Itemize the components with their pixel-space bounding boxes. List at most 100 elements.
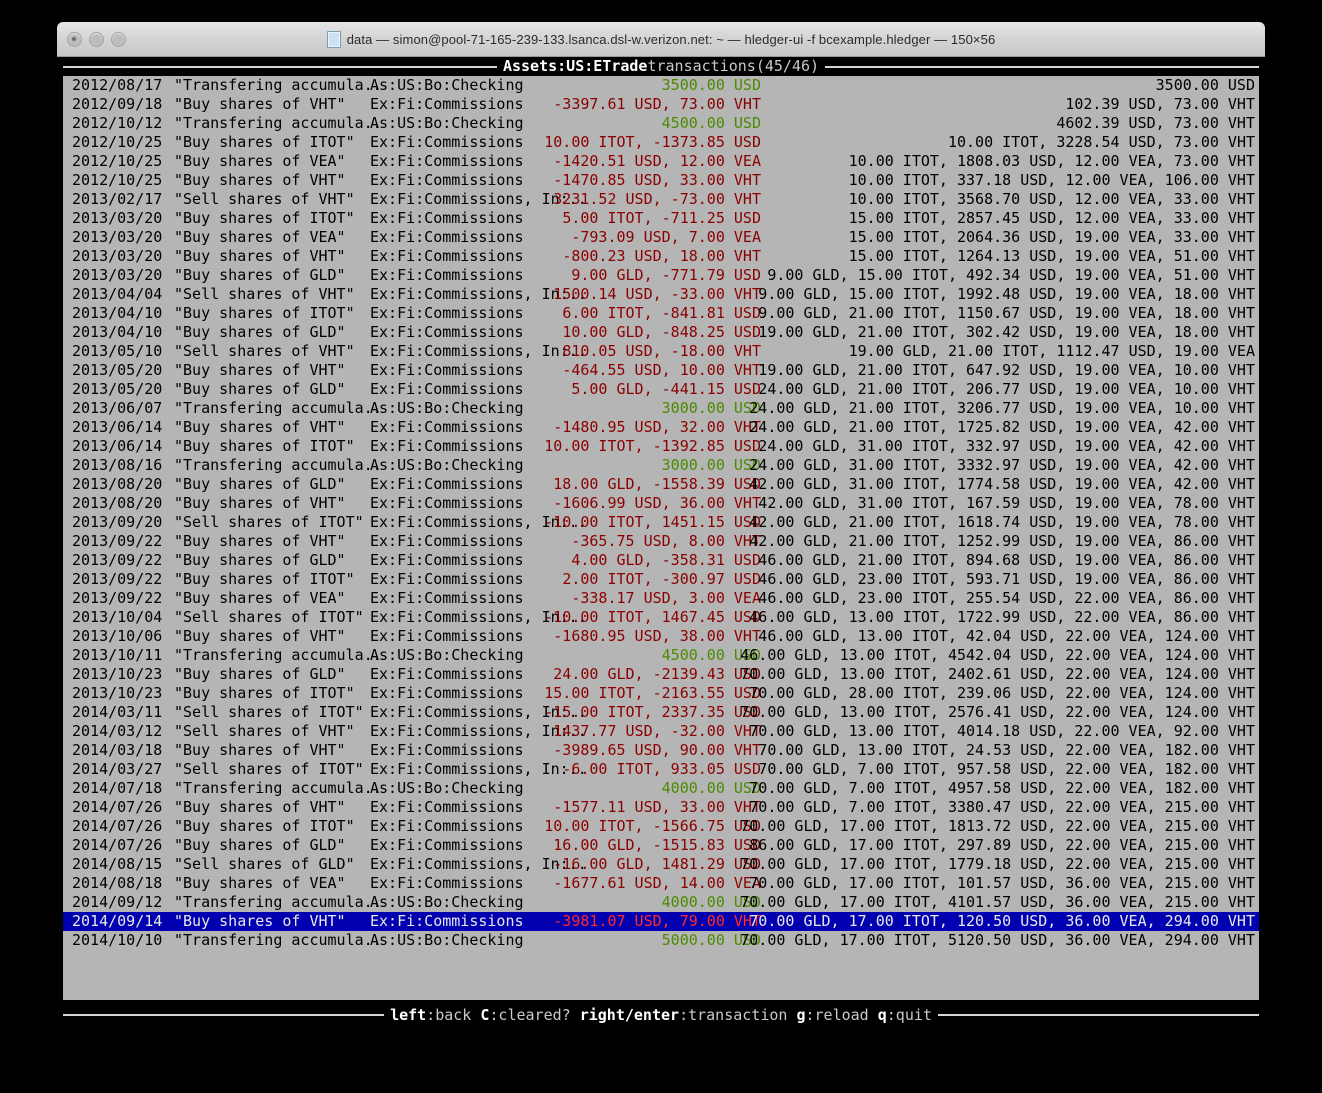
table-row[interactable]: 2013/04/10 "Buy shares of ITOT" Ex:Fi:Comm… xyxy=(63,304,1259,323)
table-row[interactable]: 2013/03/20 "Buy shares of VEA" Ex:Fi:Commi… xyxy=(63,228,1259,247)
cell-description: "Transfering accumula.. xyxy=(174,114,382,132)
table-row[interactable]: 2013/08/20 "Buy shares of GLD" Ex:Fi:Commi… xyxy=(63,475,1259,494)
cell-amount: 3000.00 USD xyxy=(661,456,761,474)
cell-balance: 42.00 GLD, 21.00 ITOT, 1252.99 USD, 19.0… xyxy=(749,532,1255,550)
cell-account: Ex:Fi:Commissions xyxy=(370,228,524,246)
table-row[interactable]: 2014/09/14 "Buy shares of VHT" Ex:Fi:Commi… xyxy=(63,912,1259,931)
table-row[interactable]: 2014/08/18 "Buy shares of VEA" Ex:Fi:Commi… xyxy=(63,874,1259,893)
table-row[interactable]: 2013/09/22 "Buy shares of VHT" Ex:Fi:Commi… xyxy=(63,532,1259,551)
cell-description: "Transfering accumula.. xyxy=(174,399,382,417)
cell-balance: 86.00 GLD, 17.00 ITOT, 297.89 USD, 22.00… xyxy=(749,836,1255,854)
cell-balance: 9.00 GLD, 15.00 ITOT, 1992.48 USD, 19.00… xyxy=(758,285,1255,303)
status-action: :back xyxy=(426,1005,472,1024)
transaction-list[interactable]: 2012/08/17 "Transfering accumula.. As:US:B… xyxy=(63,76,1259,1000)
cell-description: "Buy shares of ITOT" xyxy=(174,133,355,151)
table-row[interactable]: 2013/09/22 "Buy shares of VEA" Ex:Fi:Commi… xyxy=(63,589,1259,608)
cell-date: 2013/06/14 xyxy=(72,418,163,436)
cell-balance: 102.39 USD, 73.00 VHT xyxy=(1065,95,1255,113)
header-rule-right xyxy=(825,65,1259,68)
table-row[interactable]: 2014/07/26 "Buy shares of VHT" Ex:Fi:Commi… xyxy=(63,798,1259,817)
table-row[interactable]: 2013/05/20 "Buy shares of GLD" Ex:Fi:Commi… xyxy=(63,380,1259,399)
cell-balance: 70.00 GLD, 13.00 ITOT, 24.53 USD, 22.00 … xyxy=(758,741,1255,759)
table-row[interactable]: 2013/09/22 "Buy shares of ITOT" Ex:Fi:Comm… xyxy=(63,570,1259,589)
table-row[interactable]: 2013/05/10 "Sell shares of VHT" Ex:Fi:Comm… xyxy=(63,342,1259,361)
window-titlebar[interactable]: data — simon@pool-71-165-239-133.lsanca.… xyxy=(57,22,1265,57)
table-row[interactable]: 2014/03/11 "Sell shares of ITOT" Ex:Fi:Com… xyxy=(63,703,1259,722)
cell-amount: 18.00 GLD, -1558.39 USD xyxy=(553,475,761,493)
cell-balance: 24.00 GLD, 31.00 ITOT, 3332.97 USD, 19.0… xyxy=(749,456,1255,474)
cell-description: "Buy shares of GLD" xyxy=(174,665,346,683)
cell-balance: 15.00 ITOT, 2064.36 USD, 19.00 VEA, 33.0… xyxy=(848,228,1255,246)
cell-amount: -1680.95 USD, 38.00 VHT xyxy=(553,627,761,645)
cell-balance: 15.00 ITOT, 2857.45 USD, 12.00 VEA, 33.0… xyxy=(848,209,1255,227)
table-row[interactable]: 2014/07/18 "Transfering accumula.. As:US:B… xyxy=(63,779,1259,798)
close-button[interactable] xyxy=(67,31,82,47)
table-row[interactable]: 2014/03/27 "Sell shares of ITOT" Ex:Fi:Com… xyxy=(63,760,1259,779)
table-row[interactable]: 2012/10/25 "Buy shares of ITOT" Ex:Fi:Comm… xyxy=(63,133,1259,152)
table-row[interactable]: 2013/10/23 "Buy shares of ITOT" Ex:Fi:Comm… xyxy=(63,684,1259,703)
cell-date: 2013/08/20 xyxy=(72,494,163,512)
cell-balance: 19.00 GLD, 21.00 ITOT, 302.42 USD, 19.00… xyxy=(758,323,1255,341)
table-row[interactable]: 2014/08/15 "Sell shares of GLD" Ex:Fi:Comm… xyxy=(63,855,1259,874)
cell-date: 2014/10/10 xyxy=(72,931,163,949)
document-icon xyxy=(326,30,341,48)
cell-amount: -1420.51 USD, 12.00 VEA xyxy=(553,152,761,170)
table-row[interactable]: 2013/03/20 "Buy shares of GLD" Ex:Fi:Commi… xyxy=(63,266,1259,285)
cell-description: "Sell shares of ITOT" xyxy=(174,608,364,626)
cell-account: As:US:Bo:Checking xyxy=(370,646,524,664)
table-row[interactable]: 2014/10/10 "Transfering accumula.. As:US:B… xyxy=(63,931,1259,950)
table-row[interactable]: 2013/02/17 "Sell shares of VHT" Ex:Fi:Comm… xyxy=(63,190,1259,209)
table-row[interactable]: 2013/10/06 "Buy shares of VHT" Ex:Fi:Commi… xyxy=(63,627,1259,646)
table-row[interactable]: 2014/07/26 "Buy shares of GLD" Ex:Fi:Commi… xyxy=(63,836,1259,855)
cell-amount: -800.23 USD, 18.00 VHT xyxy=(562,247,761,265)
table-row[interactable]: 2012/10/25 "Buy shares of VHT" Ex:Fi:Commi… xyxy=(63,171,1259,190)
table-row[interactable]: 2013/04/04 "Sell shares of VHT" Ex:Fi:Comm… xyxy=(63,285,1259,304)
table-row[interactable]: 2013/06/14 "Buy shares of ITOT" Ex:Fi:Comm… xyxy=(63,437,1259,456)
cell-account: Ex:Fi:Commissions xyxy=(370,437,524,455)
cell-balance: 70.00 GLD, 17.00 ITOT, 1779.18 USD, 22.0… xyxy=(740,855,1255,873)
table-row[interactable]: 2013/03/20 "Buy shares of ITOT" Ex:Fi:Comm… xyxy=(63,209,1259,228)
table-row[interactable]: 2013/06/14 "Buy shares of VHT" Ex:Fi:Commi… xyxy=(63,418,1259,437)
zoom-button[interactable] xyxy=(111,31,126,47)
table-row[interactable]: 2013/08/16 "Transfering accumula.. As:US:B… xyxy=(63,456,1259,475)
terminal-window: data — simon@pool-71-165-239-133.lsanca.… xyxy=(57,22,1265,1025)
table-row[interactable]: 2014/03/18 "Buy shares of VHT" Ex:Fi:Commi… xyxy=(63,741,1259,760)
cell-description: "Buy shares of VHT" xyxy=(174,494,346,512)
table-row[interactable]: 2013/09/22 "Buy shares of GLD" Ex:Fi:Commi… xyxy=(63,551,1259,570)
cell-description: "Buy shares of VHT" xyxy=(174,532,346,550)
table-row[interactable]: 2013/09/20 "Sell shares of ITOT" Ex:Fi:Com… xyxy=(63,513,1259,532)
cell-amount: -16.00 GLD, 1481.29 USD xyxy=(553,855,761,873)
cell-account: As:US:Bo:Checking xyxy=(370,931,524,949)
cell-description: "Buy shares of VHT" xyxy=(174,95,346,113)
cell-amount: 3500.00 USD xyxy=(661,76,761,94)
table-row[interactable]: 2013/03/20 "Buy shares of VHT" Ex:Fi:Commi… xyxy=(63,247,1259,266)
table-row[interactable]: 2013/08/20 "Buy shares of VHT" Ex:Fi:Commi… xyxy=(63,494,1259,513)
table-row[interactable]: 2013/10/11 "Transfering accumula.. As:US:B… xyxy=(63,646,1259,665)
table-row[interactable]: 2013/10/04 "Sell shares of ITOT" Ex:Fi:Com… xyxy=(63,608,1259,627)
cell-description: "Buy shares of VHT" xyxy=(174,247,346,265)
cell-date: 2013/10/04 xyxy=(72,608,163,626)
cell-account: Ex:Fi:Commissions xyxy=(370,912,524,930)
cell-date: 2014/03/27 xyxy=(72,760,163,778)
table-row[interactable]: 2014/09/12 "Transfering accumula.. As:US:B… xyxy=(63,893,1259,912)
table-row[interactable]: 2012/10/25 "Buy shares of VEA" Ex:Fi:Commi… xyxy=(63,152,1259,171)
cell-account: As:US:Bo:Checking xyxy=(370,893,524,911)
table-row[interactable]: 2013/10/23 "Buy shares of GLD" Ex:Fi:Commi… xyxy=(63,665,1259,684)
cell-balance: 70.00 GLD, 7.00 ITOT, 957.58 USD, 22.00 … xyxy=(758,760,1255,778)
cell-amount: 1500.14 USD, -33.00 VHT xyxy=(553,285,761,303)
minimize-button[interactable] xyxy=(89,31,104,47)
table-row[interactable]: 2013/04/10 "Buy shares of GLD" Ex:Fi:Commi… xyxy=(63,323,1259,342)
cell-date: 2012/10/25 xyxy=(72,171,163,189)
table-row[interactable]: 2012/09/18 "Buy shares of VHT" Ex:Fi:Commi… xyxy=(63,95,1259,114)
table-row[interactable]: 2013/06/07 "Transfering accumula.. As:US:B… xyxy=(63,399,1259,418)
table-row[interactable]: 2014/07/26 "Buy shares of ITOT" Ex:Fi:Comm… xyxy=(63,817,1259,836)
cell-balance: 46.00 GLD, 13.00 ITOT, 4542.04 USD, 22.0… xyxy=(740,646,1255,664)
table-row[interactable]: 2012/10/12 "Transfering accumula.. As:US:B… xyxy=(63,114,1259,133)
table-row[interactable]: 2012/08/17 "Transfering accumula.. As:US:B… xyxy=(63,76,1259,95)
cell-amount: 10.00 ITOT, -1373.85 USD xyxy=(544,133,761,151)
table-row[interactable]: 2013/05/20 "Buy shares of VHT" Ex:Fi:Commi… xyxy=(63,361,1259,380)
cell-balance: 42.00 GLD, 31.00 ITOT, 167.59 USD, 19.00… xyxy=(758,494,1255,512)
table-row[interactable]: 2014/03/12 "Sell shares of VHT" Ex:Fi:Comm… xyxy=(63,722,1259,741)
cell-description: "Buy shares of GLD" xyxy=(174,380,346,398)
status-key: C xyxy=(480,1005,490,1024)
